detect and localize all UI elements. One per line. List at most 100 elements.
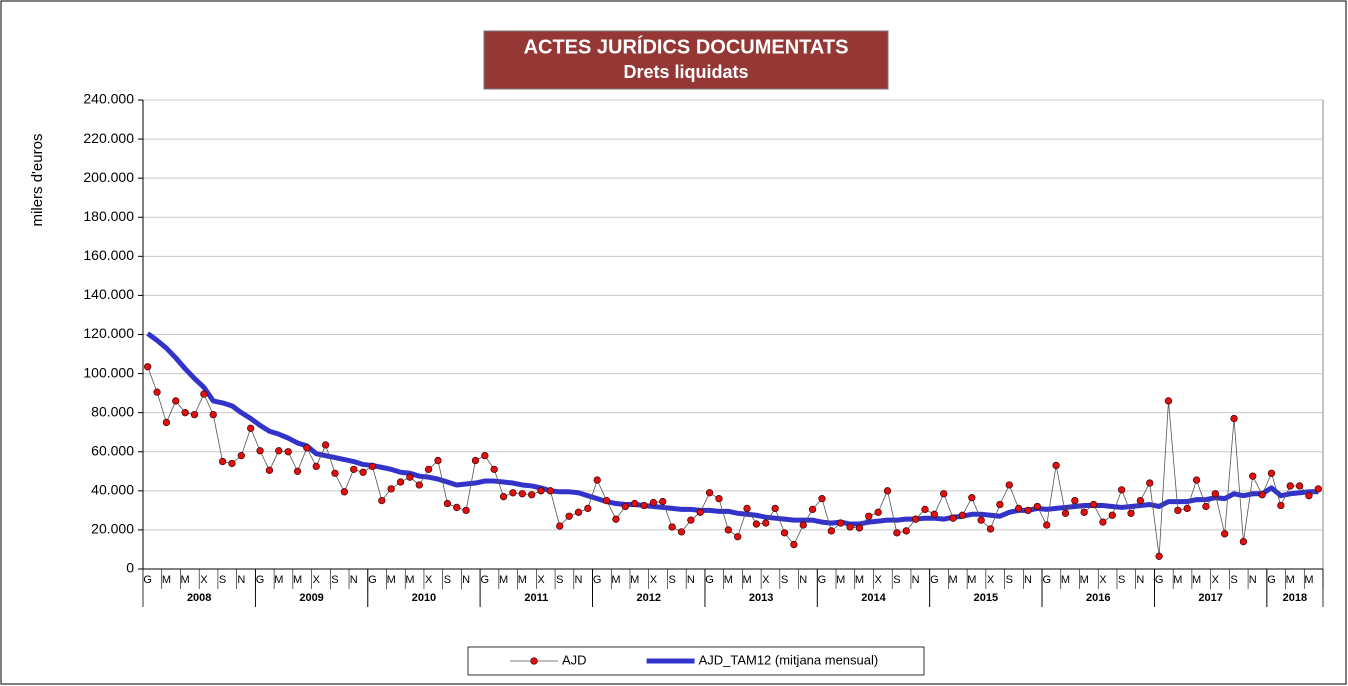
title-background bbox=[483, 30, 889, 90]
title-box: ACTES JURÍDICS DOCUMENTATS Drets liquida… bbox=[483, 30, 889, 90]
x-tick-label: G bbox=[593, 574, 602, 586]
ajd-point bbox=[846, 523, 854, 531]
ajd-point bbox=[827, 527, 835, 535]
ajd-point bbox=[1005, 481, 1013, 489]
x-tick-label: M bbox=[387, 574, 396, 586]
ajd-point bbox=[1230, 414, 1238, 423]
tam12-line bbox=[146, 331, 1319, 527]
x-tick-label: G bbox=[143, 574, 152, 586]
chart-subtitle: Drets liquidats bbox=[623, 62, 748, 82]
ajd-point bbox=[1146, 479, 1154, 487]
year-label: 2015 bbox=[974, 592, 998, 604]
ajd-point bbox=[780, 529, 789, 537]
x-tick-label: G bbox=[705, 574, 714, 586]
ajd-point bbox=[378, 496, 386, 505]
year-label: 2012 bbox=[636, 592, 660, 604]
ajd-point bbox=[1108, 511, 1116, 519]
ajd-point bbox=[462, 506, 470, 515]
ajd-point bbox=[818, 495, 826, 503]
ajd-point bbox=[1052, 461, 1060, 470]
ajd-point bbox=[977, 516, 985, 524]
x-tick-label: M bbox=[855, 574, 864, 586]
x-tick-label: N bbox=[687, 574, 695, 586]
x-tick-label: M bbox=[518, 574, 527, 586]
year-label: 2011 bbox=[524, 592, 548, 604]
y-tick-label: 20.000 bbox=[91, 521, 134, 537]
x-tick-label: X bbox=[874, 574, 882, 586]
y-tick-label: 60.000 bbox=[91, 442, 134, 458]
x-tick-label: M bbox=[611, 574, 620, 586]
ajd-point bbox=[284, 448, 292, 456]
ajd-point bbox=[921, 505, 929, 514]
x-tick-label: G bbox=[368, 574, 377, 586]
ajd-point bbox=[1174, 506, 1182, 515]
x-tick-label: X bbox=[200, 574, 208, 586]
ajd-point bbox=[1080, 508, 1088, 516]
ajd-point bbox=[1211, 490, 1219, 498]
year-label: 2016 bbox=[1086, 592, 1110, 604]
ajd-point bbox=[949, 514, 957, 522]
ajd-point bbox=[1155, 552, 1163, 560]
x-tick-label: M bbox=[1192, 574, 1201, 586]
x-tick-label: M bbox=[1173, 574, 1182, 586]
ajd-point bbox=[518, 490, 526, 498]
ajd-point bbox=[621, 502, 629, 511]
ajd-point bbox=[1249, 472, 1257, 480]
ajd-point bbox=[537, 487, 545, 495]
x-tick-label: N bbox=[799, 574, 807, 586]
x-tick-label: G bbox=[481, 574, 490, 586]
ajd-point bbox=[1202, 502, 1210, 511]
ajd-point bbox=[1061, 509, 1070, 517]
ajd-point bbox=[256, 447, 264, 455]
ajd-point bbox=[865, 512, 873, 520]
ajd-point bbox=[265, 466, 274, 474]
ajd-point bbox=[855, 524, 864, 532]
y-tick-label: 80.000 bbox=[91, 403, 134, 419]
x-tick-label: S bbox=[1006, 574, 1013, 586]
ajd-point bbox=[1305, 492, 1313, 500]
x-tick-label: N bbox=[1249, 574, 1257, 586]
ajd-point bbox=[396, 478, 405, 486]
y-axis-title: milers d'euros bbox=[29, 134, 46, 227]
y-tick-label: 0 bbox=[126, 560, 134, 576]
ajd-point bbox=[668, 523, 676, 531]
ajd-point bbox=[453, 503, 461, 512]
ajd-point bbox=[303, 444, 311, 452]
x-tick-label: X bbox=[1212, 574, 1220, 586]
legend-label: AJD_TAM12 (mitjana mensual) bbox=[699, 652, 879, 667]
y-tick-label: 200.000 bbox=[83, 169, 134, 185]
ajd-point bbox=[200, 390, 208, 398]
x-tick-label: N bbox=[1136, 574, 1144, 586]
x-tick-label: M bbox=[181, 574, 190, 586]
ajd-point bbox=[218, 457, 227, 466]
ajd-point bbox=[434, 456, 442, 465]
x-tick-label: X bbox=[1099, 574, 1107, 586]
ajd-point bbox=[1258, 491, 1266, 499]
x-tick-label: M bbox=[1080, 574, 1089, 586]
ajd-point bbox=[1267, 469, 1276, 477]
ajd-point bbox=[752, 520, 761, 528]
ajd-point bbox=[808, 505, 817, 514]
x-tick-label: S bbox=[219, 574, 226, 586]
ajd-point bbox=[584, 504, 592, 513]
x-tick-label: G bbox=[1155, 574, 1164, 586]
year-label: 2009 bbox=[299, 592, 323, 604]
ajd-point bbox=[1183, 504, 1191, 513]
x-tick-label: M bbox=[293, 574, 302, 586]
x-tick-label: M bbox=[499, 574, 508, 586]
x-tick-label: N bbox=[574, 574, 582, 586]
year-label: 2018 bbox=[1283, 592, 1307, 604]
year-label: 2014 bbox=[861, 592, 886, 604]
ajd-point bbox=[172, 397, 180, 405]
y-tick-label: 100.000 bbox=[83, 364, 134, 380]
year-label: 2013 bbox=[749, 592, 773, 604]
x-tick-label: S bbox=[331, 574, 338, 586]
x-tick-label: M bbox=[274, 574, 283, 586]
x-tick-label: X bbox=[537, 574, 545, 586]
ajd-point bbox=[799, 521, 807, 529]
x-tick-label: M bbox=[836, 574, 845, 586]
ajd-point bbox=[874, 508, 882, 516]
ajd-point bbox=[275, 447, 283, 455]
ajd-point bbox=[1286, 482, 1294, 490]
ajd-point bbox=[471, 456, 480, 465]
